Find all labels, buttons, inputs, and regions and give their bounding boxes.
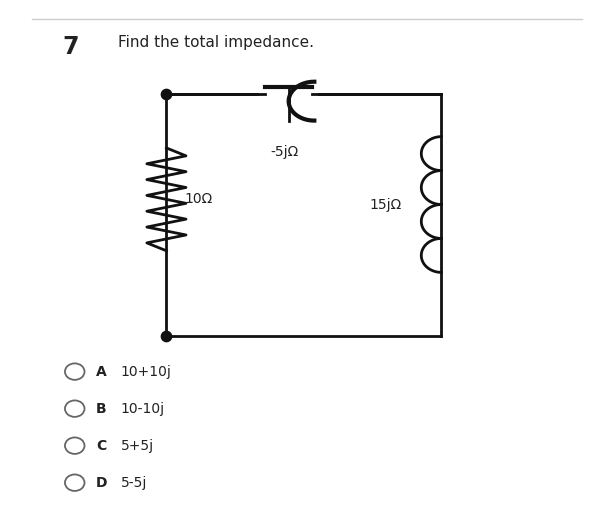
Point xyxy=(161,90,171,98)
Text: 5-5j: 5-5j xyxy=(120,476,147,490)
Text: B: B xyxy=(96,402,107,416)
Text: 10-10j: 10-10j xyxy=(120,402,165,416)
Text: 15jΩ: 15jΩ xyxy=(370,197,402,211)
Text: 5+5j: 5+5j xyxy=(120,439,154,453)
Text: A: A xyxy=(96,364,107,378)
Point xyxy=(161,331,171,340)
Text: Find the total impedance.: Find the total impedance. xyxy=(117,35,314,50)
Text: 7: 7 xyxy=(63,35,79,59)
Text: -5jΩ: -5jΩ xyxy=(270,145,298,159)
Text: C: C xyxy=(96,439,106,453)
Text: D: D xyxy=(96,476,107,490)
Text: 10+10j: 10+10j xyxy=(120,364,171,378)
Text: 10Ω: 10Ω xyxy=(185,192,213,206)
